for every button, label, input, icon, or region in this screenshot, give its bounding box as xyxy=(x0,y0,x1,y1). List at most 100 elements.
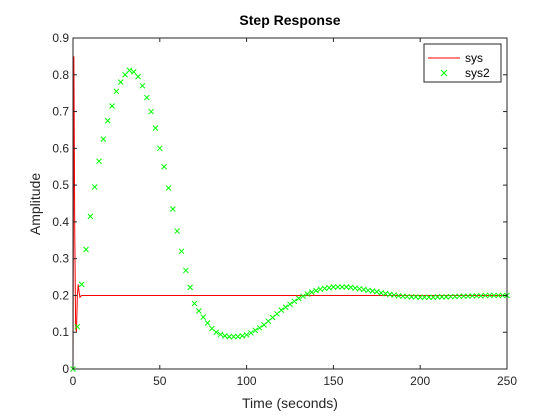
data-point-sys2 xyxy=(161,163,167,170)
data-point-sys2 xyxy=(360,286,367,293)
x-tick-label: 50 xyxy=(153,374,167,388)
data-point-sys2 xyxy=(187,284,194,291)
data-point-sys2 xyxy=(321,285,328,292)
chart-title: Step Response xyxy=(239,12,340,28)
data-point-sys2 xyxy=(347,284,354,291)
data-point-sys2 xyxy=(473,292,480,299)
data-point-sys2 xyxy=(126,67,133,74)
data-point-sys2 xyxy=(200,314,207,320)
data-point-sys2 xyxy=(386,291,393,298)
data-point-sys2 xyxy=(417,294,424,301)
y-tick-label: 0.9 xyxy=(52,31,69,45)
data-point-sys2 xyxy=(213,329,220,336)
data-point-sys2 xyxy=(356,285,363,292)
data-point-sys2 xyxy=(439,294,445,300)
x-tick-label: 0 xyxy=(70,374,77,388)
data-point-sys2 xyxy=(196,308,202,314)
series-line-sys xyxy=(72,56,507,370)
legend-box xyxy=(423,43,502,83)
data-layer xyxy=(70,56,510,372)
y-tick-label: 0.8 xyxy=(52,68,69,82)
data-point-sys2 xyxy=(122,71,128,78)
data-point-sys2 xyxy=(217,331,224,338)
data-point-sys2 xyxy=(326,284,332,291)
data-point-sys2 xyxy=(491,292,497,299)
data-point-sys2 xyxy=(235,333,241,340)
data-point-sys2 xyxy=(100,136,107,142)
data-point-sys2 xyxy=(148,108,154,115)
y-tick-label: 0.3 xyxy=(52,252,69,266)
data-point-sys2 xyxy=(165,185,172,191)
data-point-sys2 xyxy=(421,294,428,301)
legend-entry-sys2[interactable]: sys2 xyxy=(440,66,490,80)
data-point-sys2 xyxy=(378,290,384,296)
data-point-sys2 xyxy=(74,323,81,330)
y-tick-label: 0.6 xyxy=(52,141,69,155)
data-point-sys2 xyxy=(373,288,380,295)
data-point-sys2 xyxy=(339,284,345,290)
data-point-sys2 xyxy=(287,301,293,308)
data-point-sys2 xyxy=(369,288,376,294)
data-point-sys2 xyxy=(109,103,115,109)
data-point-sys2 xyxy=(83,246,89,253)
data-point-sys2 xyxy=(291,298,298,305)
data-point-sys2 xyxy=(78,281,85,288)
data-point-sys2 xyxy=(447,293,454,300)
data-point-sys2 xyxy=(204,320,211,326)
data-point-sys2 xyxy=(130,68,137,75)
data-point-sys2 xyxy=(278,307,285,314)
data-point-sys2 xyxy=(139,82,146,89)
data-point-sys2 xyxy=(226,333,233,340)
data-point-sys2 xyxy=(152,125,159,131)
data-point-sys2 xyxy=(486,292,493,299)
data-point-sys2 xyxy=(482,292,489,299)
data-point-sys2 xyxy=(300,293,306,300)
axes-box xyxy=(72,37,508,370)
legend-entry-sys[interactable]: sys xyxy=(428,51,483,65)
data-point-sys2 xyxy=(104,117,111,124)
data-point-sys2 xyxy=(91,184,98,190)
data-point-sys2 xyxy=(304,291,311,297)
data-point-sys2 xyxy=(178,248,185,255)
data-point-sys2 xyxy=(408,294,415,300)
x-tick-label: 250 xyxy=(497,374,517,388)
data-point-sys2 xyxy=(191,300,198,307)
data-point-sys2 xyxy=(230,333,237,340)
data-point-sys2 xyxy=(239,333,246,339)
legend-swatch-sys2 xyxy=(440,69,448,77)
y-tick-label: 0 xyxy=(62,362,69,376)
x-tick-label: 150 xyxy=(323,374,343,388)
y-tick-label: 0.1 xyxy=(52,325,69,339)
series-markers-sys2 xyxy=(70,67,510,372)
data-point-sys2 xyxy=(282,304,289,311)
data-point-sys2 xyxy=(499,292,506,299)
data-point-sys2 xyxy=(143,94,150,101)
data-point-sys2 xyxy=(252,327,259,334)
data-point-sys2 xyxy=(334,284,341,290)
y-tick-label: 0.7 xyxy=(52,105,69,119)
data-point-sys2 xyxy=(426,294,432,301)
data-point-sys2 xyxy=(156,145,163,152)
data-point-sys2 xyxy=(456,293,463,300)
data-point-sys2 xyxy=(365,287,371,294)
data-point-sys2 xyxy=(248,330,254,336)
y-tick-label: 0.5 xyxy=(52,178,69,192)
data-point-sys2 xyxy=(87,213,94,220)
plot-area xyxy=(73,38,507,369)
data-point-sys2 xyxy=(169,206,176,212)
data-point-sys2 xyxy=(308,289,315,295)
data-point-sys2 xyxy=(182,267,189,274)
data-point-sys2 xyxy=(243,331,250,338)
y-tick-label: 0.2 xyxy=(52,288,69,302)
data-point-sys2 xyxy=(460,293,467,300)
x-tick-label: 100 xyxy=(237,374,257,388)
data-point-sys2 xyxy=(317,286,324,293)
ticks-layer: 0 50 100 150 200 250 0 0.1 0.2 0.3 0.4 0.5 0.6 0.7 0.8… xyxy=(52,31,517,388)
legend-label-sys2: sys2 xyxy=(465,66,490,80)
legend-label-sys: sys xyxy=(465,51,483,65)
legend[interactable]: sys sys2 xyxy=(423,43,502,83)
data-point-sys2 xyxy=(174,228,181,234)
x-tick-label: 200 xyxy=(410,374,430,388)
